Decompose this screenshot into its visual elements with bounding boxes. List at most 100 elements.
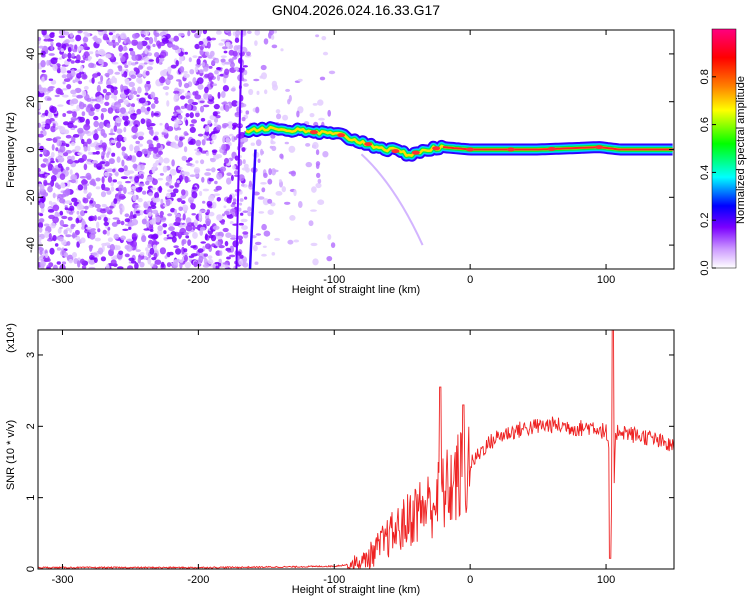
noise-speckle	[64, 205, 68, 208]
noise-speckle	[308, 220, 314, 227]
noise-speckle	[220, 58, 226, 63]
noise-speckle	[173, 95, 179, 103]
noise-speckle	[128, 226, 132, 230]
noise-speckle	[219, 166, 227, 172]
vertical-streak	[235, 30, 243, 269]
noise-speckle	[194, 43, 200, 50]
noise-speckle	[93, 133, 99, 141]
noise-speckle	[183, 82, 190, 89]
noise-speckle	[87, 55, 91, 62]
noise-speckle	[70, 223, 75, 230]
noise-speckle	[75, 34, 82, 42]
noise-speckle	[81, 154, 87, 162]
noise-speckle	[232, 50, 238, 57]
noise-speckle	[322, 51, 329, 56]
noise-speckle	[128, 257, 135, 262]
noise-speckle	[168, 226, 175, 232]
noise-speckle	[60, 48, 64, 53]
noise-speckle	[161, 37, 169, 44]
noise-speckle	[160, 261, 165, 268]
noise-speckle	[213, 103, 220, 110]
noise-speckle	[229, 254, 236, 258]
noise-speckle	[143, 228, 150, 231]
noise-speckle	[202, 200, 206, 204]
noise-speckle	[39, 213, 44, 217]
noise-speckle	[243, 83, 249, 87]
noise-speckle	[52, 235, 57, 242]
noise-speckle	[328, 70, 336, 75]
noise-speckle	[47, 112, 53, 119]
noise-speckle	[132, 194, 137, 202]
noise-speckle	[138, 65, 144, 70]
noise-speckle	[38, 122, 41, 128]
noise-speckle	[39, 171, 45, 174]
noise-speckle	[150, 103, 156, 109]
noise-speckle	[102, 88, 107, 94]
noise-speckle	[146, 139, 153, 145]
noise-speckle	[124, 87, 130, 96]
noise-speckle	[78, 80, 83, 85]
noise-speckle	[154, 197, 161, 203]
spectrogram-x-ticks: -300 -200 -100 0 100	[51, 30, 615, 286]
noise-speckle	[260, 182, 267, 185]
noise-speckle	[216, 67, 222, 71]
noise-speckle	[207, 54, 213, 59]
noise-speckle	[102, 229, 108, 235]
noise-speckle	[204, 86, 209, 94]
noise-speckle	[284, 141, 289, 145]
noise-speckle	[183, 248, 188, 253]
noise-speckle	[146, 118, 152, 126]
noise-speckle	[60, 182, 65, 189]
noise-speckle	[230, 61, 234, 65]
noise-speckle	[52, 264, 58, 269]
y-tick-label: 40	[25, 48, 37, 60]
noise-speckle	[116, 156, 121, 163]
noise-speckle	[198, 56, 203, 59]
noise-speckle	[169, 185, 175, 189]
noise-speckle	[152, 209, 159, 215]
y-tick-label: 3	[25, 352, 37, 358]
noise-speckle	[221, 143, 227, 151]
noise-speckle	[193, 219, 198, 227]
noise-speckle	[59, 145, 66, 153]
noise-speckle	[146, 176, 154, 183]
noise-speckle	[257, 158, 261, 163]
noise-speckle	[168, 43, 174, 48]
noise-speckle	[57, 104, 64, 107]
noise-speckle	[148, 192, 153, 197]
noise-speckle	[278, 179, 282, 183]
noise-speckle	[120, 220, 125, 226]
noise-speckle	[95, 186, 101, 190]
noise-speckle	[50, 151, 55, 158]
noise-speckle	[280, 48, 284, 52]
noise-speckle	[88, 62, 95, 68]
noise-speckle	[231, 100, 238, 107]
noise-speckle	[216, 214, 223, 222]
noise-speckle	[241, 117, 246, 122]
noise-speckle	[246, 30, 252, 34]
noise-speckle	[79, 176, 87, 179]
signal-ridge	[242, 121, 674, 162]
noise-speckle	[222, 46, 228, 50]
noise-speckle	[214, 69, 219, 75]
noise-speckle	[250, 142, 255, 146]
noise-speckle	[97, 216, 102, 221]
noise-speckle	[255, 106, 260, 114]
noise-speckle	[267, 178, 273, 185]
noise-speckle	[310, 242, 318, 247]
noise-speckle	[129, 144, 134, 152]
noise-speckle	[78, 101, 85, 110]
noise-speckle	[298, 201, 303, 208]
noise-speckle	[55, 136, 62, 140]
y-tick-label: -20	[25, 189, 37, 205]
noise-speckle	[92, 73, 99, 78]
noise-speckle	[192, 231, 198, 239]
noise-speckle	[52, 204, 60, 212]
noise-speckle	[258, 211, 265, 214]
noise-speckle	[184, 261, 191, 269]
noise-speckle	[40, 60, 46, 68]
spectrogram-y-label: Frequency (Hz)	[5, 112, 17, 188]
noise-speckle	[124, 78, 130, 85]
noise-speckle	[96, 166, 103, 170]
y-tick-label: 2	[25, 423, 37, 429]
